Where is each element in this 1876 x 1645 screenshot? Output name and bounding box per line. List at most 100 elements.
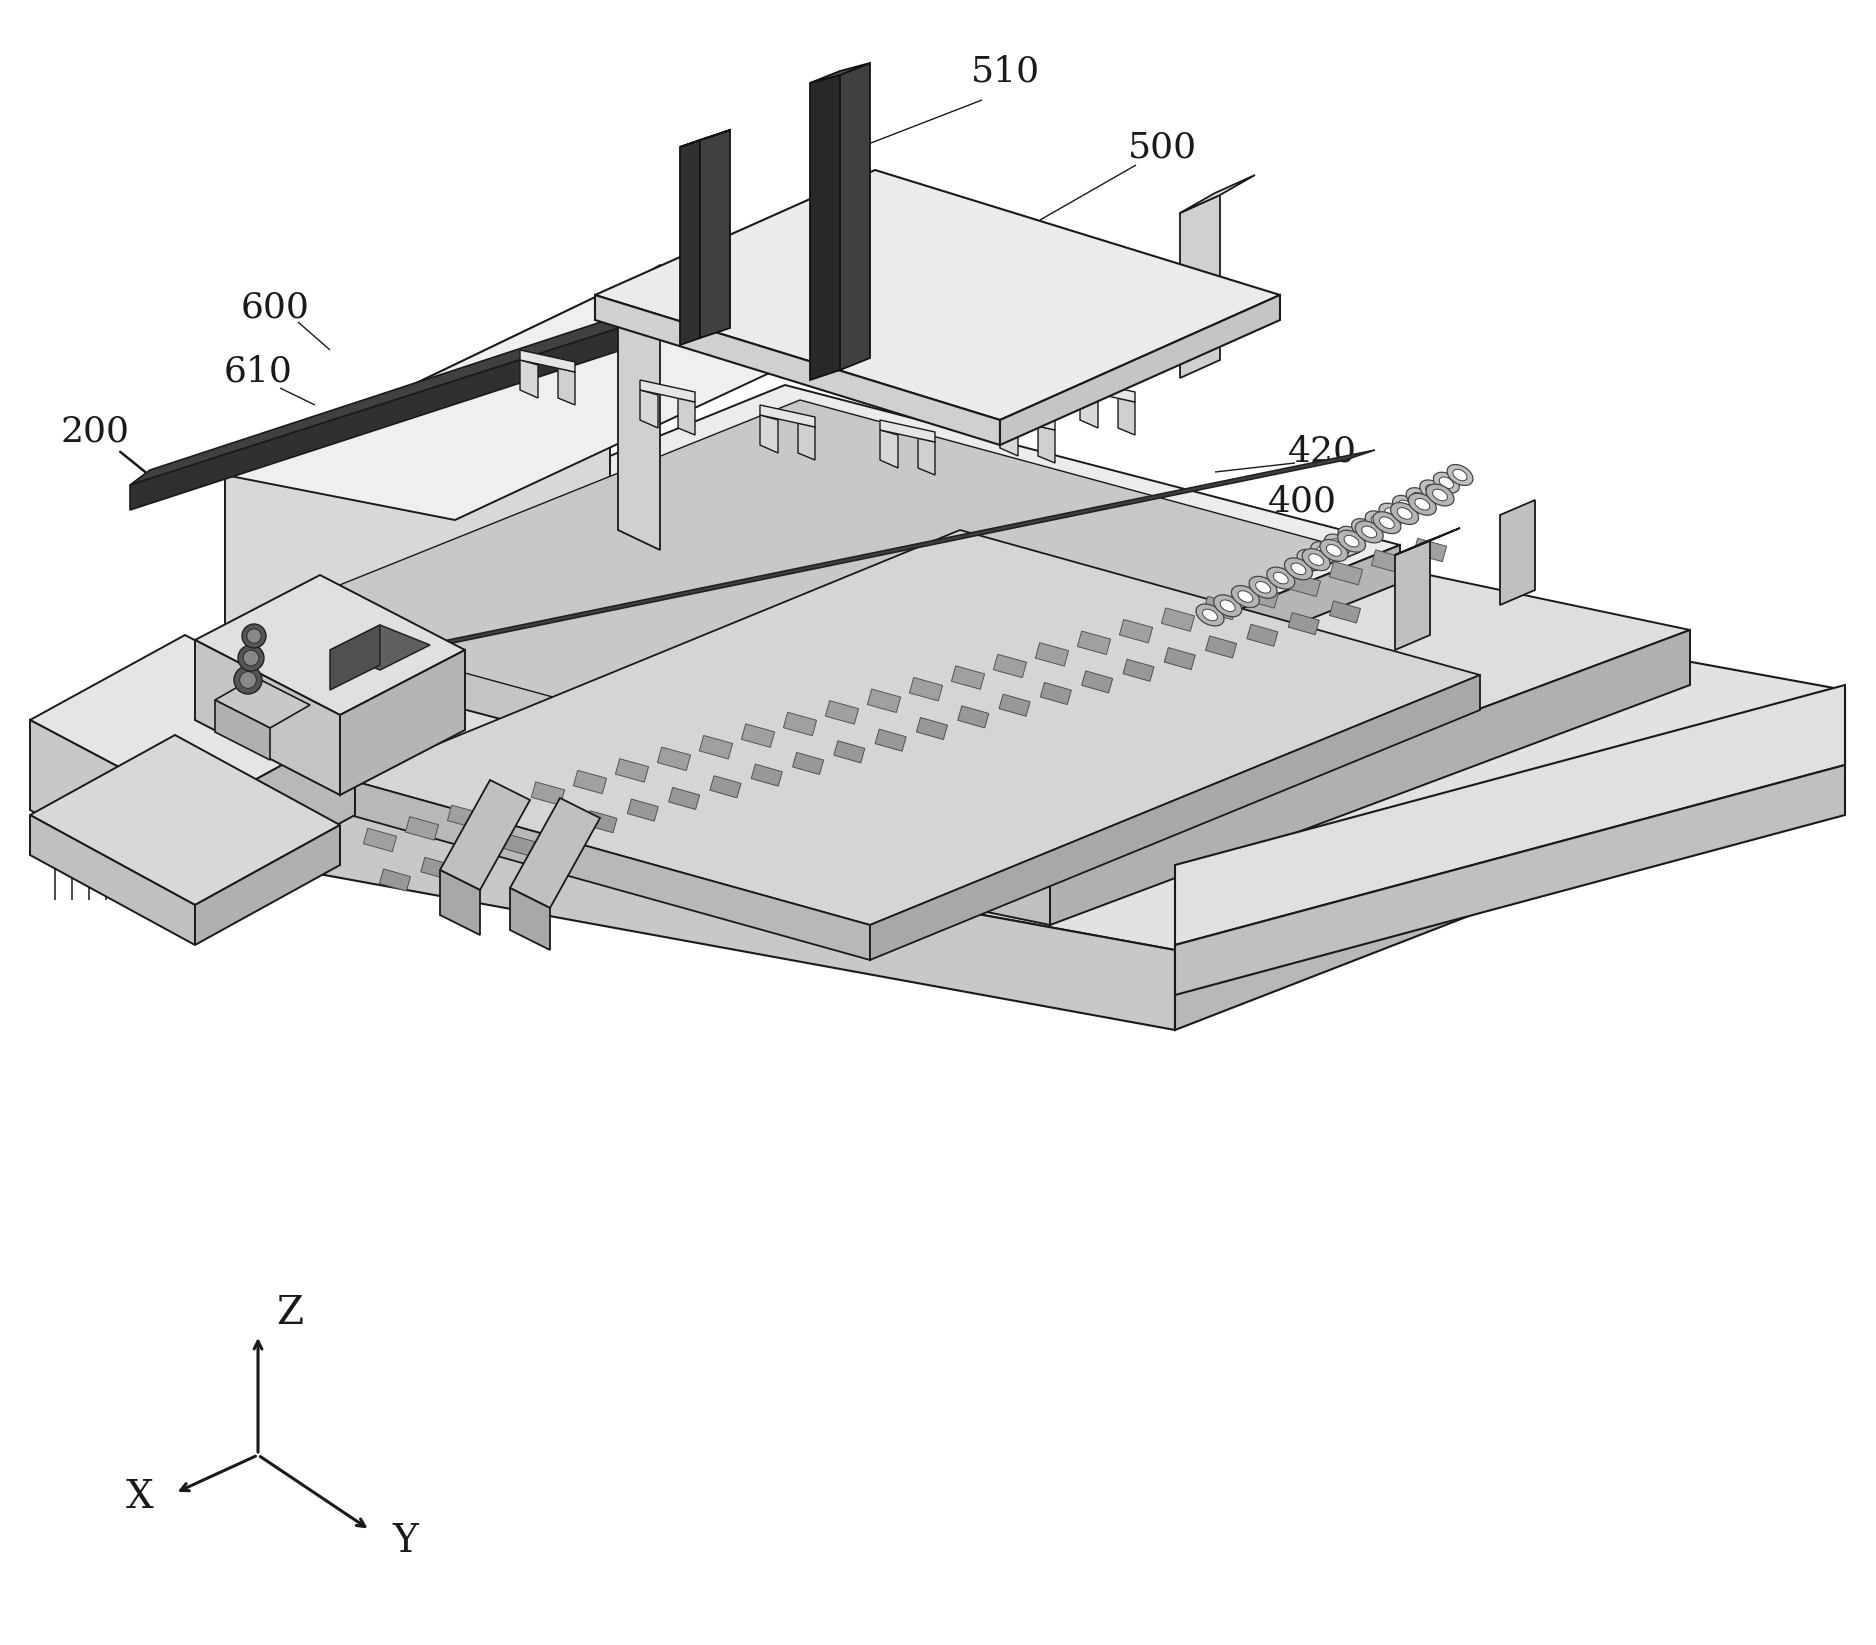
Polygon shape [574,770,606,793]
Ellipse shape [1373,512,1401,533]
Polygon shape [1330,561,1362,586]
Ellipse shape [1343,531,1358,543]
Ellipse shape [1398,508,1413,520]
Polygon shape [195,640,340,795]
Polygon shape [1165,648,1195,670]
Polygon shape [640,380,694,401]
Ellipse shape [1302,549,1330,571]
Polygon shape [760,415,779,452]
Polygon shape [1396,528,1460,554]
Polygon shape [225,290,610,755]
Polygon shape [216,701,270,760]
Text: 100: 100 [576,762,645,795]
Polygon shape [833,740,865,763]
Polygon shape [446,804,480,829]
Polygon shape [30,721,201,900]
Text: 310: 310 [887,740,957,775]
Polygon shape [810,63,870,82]
Circle shape [238,645,265,671]
Ellipse shape [1291,563,1306,574]
Ellipse shape [1343,535,1358,546]
Polygon shape [1289,612,1319,635]
Polygon shape [201,725,355,900]
Polygon shape [1501,500,1535,605]
Ellipse shape [1309,554,1324,566]
Polygon shape [910,678,942,701]
Polygon shape [880,429,899,467]
Ellipse shape [1330,540,1345,551]
Polygon shape [30,635,355,809]
Ellipse shape [1452,469,1467,480]
Polygon shape [994,655,1026,678]
Text: 400: 400 [1268,485,1336,520]
Polygon shape [1036,643,1069,666]
Ellipse shape [1426,484,1454,507]
Polygon shape [840,544,1399,808]
Ellipse shape [1296,549,1323,571]
Ellipse shape [1317,546,1330,558]
Polygon shape [1000,294,1279,446]
Polygon shape [1051,630,1690,924]
Polygon shape [225,456,1690,870]
Polygon shape [330,625,430,670]
Polygon shape [700,735,734,758]
Polygon shape [364,829,396,852]
Ellipse shape [1433,472,1460,494]
Polygon shape [709,776,741,798]
Polygon shape [810,76,840,380]
Polygon shape [760,405,814,428]
Polygon shape [1081,390,1097,428]
Polygon shape [595,294,1000,446]
Polygon shape [617,265,700,309]
Text: X: X [126,1479,154,1517]
Ellipse shape [1439,477,1454,489]
Ellipse shape [1351,518,1377,540]
Polygon shape [510,888,550,951]
Ellipse shape [1219,600,1234,612]
Polygon shape [792,752,824,775]
Polygon shape [668,788,700,809]
Circle shape [242,623,266,648]
Polygon shape [617,290,660,549]
Polygon shape [195,826,340,944]
Polygon shape [225,290,840,520]
Polygon shape [615,758,649,781]
Polygon shape [585,811,617,832]
Ellipse shape [1214,595,1242,617]
Ellipse shape [1324,535,1351,554]
Ellipse shape [1446,464,1473,485]
Polygon shape [1246,584,1279,609]
Polygon shape [677,398,694,434]
Polygon shape [750,765,782,786]
Polygon shape [1174,765,1844,995]
Ellipse shape [1255,582,1270,594]
Ellipse shape [1285,558,1313,579]
Ellipse shape [1415,498,1430,510]
Polygon shape [520,350,576,372]
Text: Y: Y [392,1523,418,1561]
Polygon shape [30,814,195,944]
Ellipse shape [1409,494,1437,515]
Polygon shape [1396,540,1430,650]
Polygon shape [1287,572,1321,597]
Text: 420: 420 [1287,434,1356,469]
Ellipse shape [1371,515,1384,526]
Ellipse shape [1362,526,1377,538]
Ellipse shape [1379,503,1405,525]
Polygon shape [1120,620,1152,643]
Polygon shape [917,717,947,740]
Polygon shape [1000,418,1019,456]
Polygon shape [657,747,690,770]
Polygon shape [405,816,439,841]
Polygon shape [129,260,790,485]
Ellipse shape [1266,568,1294,589]
Polygon shape [195,576,465,716]
Polygon shape [105,755,1174,1030]
Ellipse shape [1354,521,1383,543]
Polygon shape [784,712,816,735]
Ellipse shape [1238,591,1253,602]
Polygon shape [1041,683,1071,704]
Polygon shape [880,419,934,443]
Polygon shape [1174,684,1844,944]
Circle shape [234,666,263,694]
